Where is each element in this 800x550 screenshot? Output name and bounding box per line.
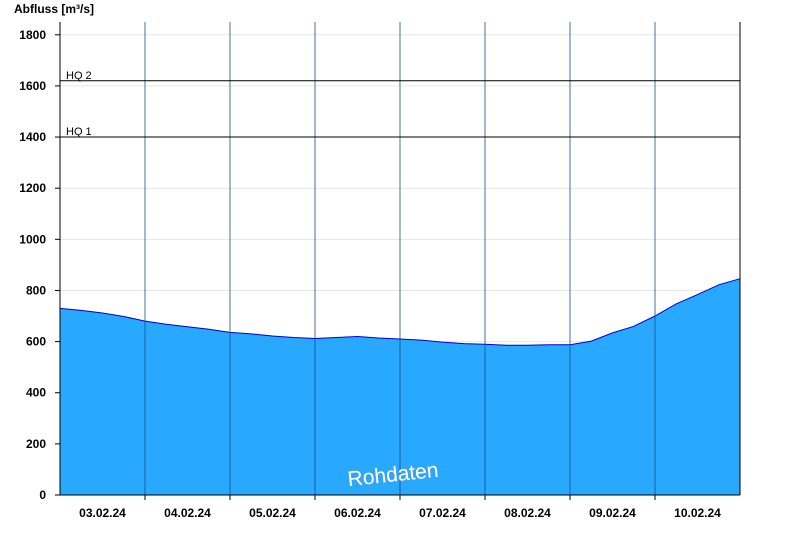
- x-tick-label: 05.02.24: [249, 506, 296, 520]
- y-axis-label: Abfluss [m³/s]: [14, 2, 94, 16]
- y-tick-label: 1000: [19, 232, 46, 246]
- x-tick-label: 03.02.24: [79, 506, 126, 520]
- x-tick-label: 08.02.24: [504, 506, 551, 520]
- y-tick-label: 0: [39, 488, 46, 502]
- y-tick-label: 200: [26, 437, 46, 451]
- y-tick-label: 1600: [19, 79, 46, 93]
- reference-line-label: HQ 2: [66, 70, 92, 82]
- x-tick-label: 07.02.24: [419, 506, 466, 520]
- x-tick-label: 06.02.24: [334, 506, 381, 520]
- x-tick-label: 04.02.24: [164, 506, 211, 520]
- x-tick-label: 10.02.24: [674, 506, 721, 520]
- day-separators: [144, 22, 656, 500]
- y-tick-label: 400: [26, 386, 46, 400]
- y-tick-label: 800: [26, 283, 46, 297]
- y-tick-label: 600: [26, 335, 46, 349]
- x-tick-labels: 03.02.24 04.02.24 05.02.24 06.02.24 07.02.24…: [79, 506, 721, 520]
- y-tick-labels: 0 200 400 600 800 1000 1200 1400 1600 1800: [19, 28, 60, 502]
- y-tick-label: 1200: [19, 181, 46, 195]
- reference-line-label: HQ 1: [66, 126, 92, 138]
- y-tick-label: 1800: [19, 28, 46, 42]
- reference-lines: HQ 2 HQ 1: [60, 70, 740, 138]
- y-tick-label: 1400: [19, 130, 46, 144]
- axes: [59, 22, 741, 496]
- x-tick-label: 09.02.24: [589, 506, 636, 520]
